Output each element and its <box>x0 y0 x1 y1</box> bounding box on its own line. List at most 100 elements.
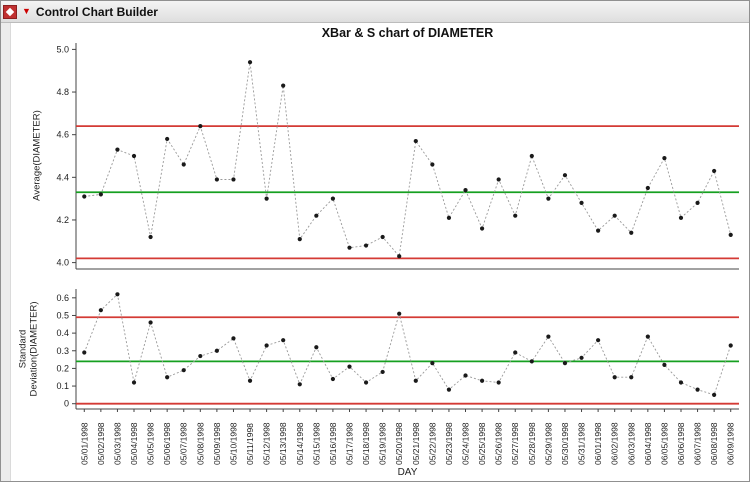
xbar-chart-data-point[interactable] <box>181 162 186 167</box>
s-chart-data-point[interactable] <box>413 378 418 383</box>
xbar-chart-data-point[interactable] <box>363 243 369 248</box>
xbar-chart-data-point[interactable] <box>678 215 684 220</box>
x-tick-label: 05/16/1998 <box>328 422 338 465</box>
s-chart-data-point[interactable] <box>596 338 601 343</box>
y-tick-label: 0 <box>64 399 69 409</box>
s-chart-data-point[interactable] <box>612 375 617 380</box>
s-chart-data-point[interactable] <box>397 311 402 316</box>
xbar-chart-data-point[interactable] <box>397 254 402 259</box>
xbar-chart-data-point[interactable] <box>695 200 700 206</box>
s-chart-data-point[interactable] <box>430 361 435 366</box>
diamond-glyph <box>5 7 15 16</box>
xbar-chart-data-point[interactable] <box>562 173 568 178</box>
s-chart-data-point[interactable] <box>297 382 302 387</box>
x-tick-label: 05/22/1998 <box>427 422 437 465</box>
xbar-chart-data-point[interactable] <box>98 192 103 197</box>
s-chart-data-point[interactable] <box>496 380 501 385</box>
s-chart-data-point[interactable] <box>695 387 700 392</box>
y-tick-label: 4.8 <box>56 87 69 97</box>
x-tick-label: 05/29/1998 <box>543 422 553 465</box>
xbar-chart-data-point[interactable] <box>82 194 87 199</box>
xbar-chart-data-point[interactable] <box>413 138 418 144</box>
s-chart-data-point[interactable] <box>446 387 452 392</box>
xbar-chart-data-point[interactable] <box>347 245 352 250</box>
s-chart-data-point[interactable] <box>330 376 336 382</box>
s-chart-data-point[interactable] <box>712 392 717 397</box>
xbar-chart-data-point[interactable] <box>214 177 219 182</box>
xbar-chart-data-point[interactable] <box>380 234 385 240</box>
xbar-chart-data-point[interactable] <box>612 213 617 218</box>
xbar-chart-data-point[interactable] <box>115 147 120 152</box>
xbar-chart-data-point[interactable] <box>496 177 501 182</box>
xbar-chart-data-point[interactable] <box>148 234 153 240</box>
xbar-chart-data-point[interactable] <box>546 196 551 201</box>
report-node-icon[interactable] <box>3 4 17 19</box>
s-chart-data-point[interactable] <box>131 380 137 385</box>
s-chart-data-point[interactable] <box>645 334 650 339</box>
xbar-chart-data-point[interactable] <box>198 124 203 129</box>
x-tick-label: 05/08/1998 <box>195 422 205 465</box>
s-chart-data-point[interactable] <box>546 334 551 339</box>
s-chart-data-point[interactable] <box>181 368 186 373</box>
control-chart-canvas[interactable]: 4.0 4.2 4.4 4.6 4.8 5.0 0 0.1 0.2 0.3 0.4 0.5 0.6 05/… <box>1 23 749 481</box>
red-triangle-menu-icon[interactable]: ▼ <box>22 6 31 16</box>
xbar-chart-data-point[interactable] <box>629 230 634 235</box>
s-chart-data-point[interactable] <box>662 362 667 367</box>
s-chart-data-point[interactable] <box>214 348 219 353</box>
xbar-chart-data-point[interactable] <box>247 60 253 65</box>
s-chart-data-point[interactable] <box>281 338 286 343</box>
xbar-chart-data-point[interactable] <box>131 153 137 159</box>
s-chart-data-point[interactable] <box>728 343 733 348</box>
x-tick-label: 05/03/1998 <box>112 422 122 465</box>
xbar-chart-data-point[interactable] <box>712 168 717 174</box>
xbar-chart-data-point[interactable] <box>330 196 336 201</box>
y-tick-label: 0.3 <box>56 346 69 356</box>
s-chart-data-point[interactable] <box>347 364 352 369</box>
s-chart-data-point[interactable] <box>479 378 485 383</box>
xbar-chart-data-point[interactable] <box>165 136 170 142</box>
s-chart-data-point[interactable] <box>115 292 120 297</box>
s-chart-data-point[interactable] <box>148 320 153 325</box>
x-tick-label: 05/30/1998 <box>560 422 570 465</box>
s-chart-data-point[interactable] <box>165 375 170 380</box>
xbar-chart-data-point[interactable] <box>463 188 468 193</box>
s-chart-data-point[interactable] <box>562 361 568 366</box>
x-tick-label: 05/10/1998 <box>228 422 238 465</box>
xbar-chart-data-point[interactable] <box>479 226 485 231</box>
xbar-chart-data-point[interactable] <box>645 185 650 191</box>
s-chart-data-point[interactable] <box>463 373 468 378</box>
s-chart-data-point[interactable] <box>513 350 518 355</box>
s-chart-data-point[interactable] <box>579 355 584 360</box>
s-chart-data-point[interactable] <box>529 359 534 364</box>
x-tick-label: 06/05/1998 <box>659 422 669 465</box>
s-chart-data-point[interactable] <box>629 375 634 380</box>
x-tick-label: 05/05/1998 <box>146 422 156 465</box>
xbar-chart-data-point[interactable] <box>446 215 452 220</box>
xbar-chart-data-point[interactable] <box>314 213 319 218</box>
s-chart-data-point[interactable] <box>198 353 203 359</box>
s-chart-data-point[interactable] <box>363 380 369 385</box>
xbar-chart-data-point[interactable] <box>430 162 435 167</box>
x-tick-label: 05/23/1998 <box>444 422 454 465</box>
xbar-chart-data-point[interactable] <box>513 213 518 218</box>
xbar-chart-data-point[interactable] <box>662 156 667 161</box>
s-chart-data-point[interactable] <box>231 336 236 341</box>
xbar-chart-data-point[interactable] <box>596 228 601 233</box>
xbar-chart-data-point[interactable] <box>281 83 286 88</box>
s-chart-data-point[interactable] <box>98 308 103 313</box>
x-tick-label: 05/11/1998 <box>245 423 255 465</box>
xbar-chart-data-point[interactable] <box>728 232 733 237</box>
xbar-chart-data-point[interactable] <box>529 153 534 159</box>
s-chart-data-point[interactable] <box>247 378 253 383</box>
s-chart-data-point[interactable] <box>264 343 269 348</box>
s-chart-data-point[interactable] <box>82 350 87 355</box>
xbar-chart-data-point[interactable] <box>264 196 269 201</box>
s-chart-data-point[interactable] <box>314 345 319 350</box>
xbar-chart-data-point[interactable] <box>579 200 584 206</box>
x-tick-label: 06/08/1998 <box>709 422 719 465</box>
s-chart-data-point[interactable] <box>678 380 684 385</box>
xbar-chart-data-point[interactable] <box>231 177 236 182</box>
x-tick-label: 05/25/1998 <box>477 422 487 465</box>
xbar-chart-data-point[interactable] <box>297 237 302 242</box>
s-chart-data-point[interactable] <box>380 369 385 375</box>
